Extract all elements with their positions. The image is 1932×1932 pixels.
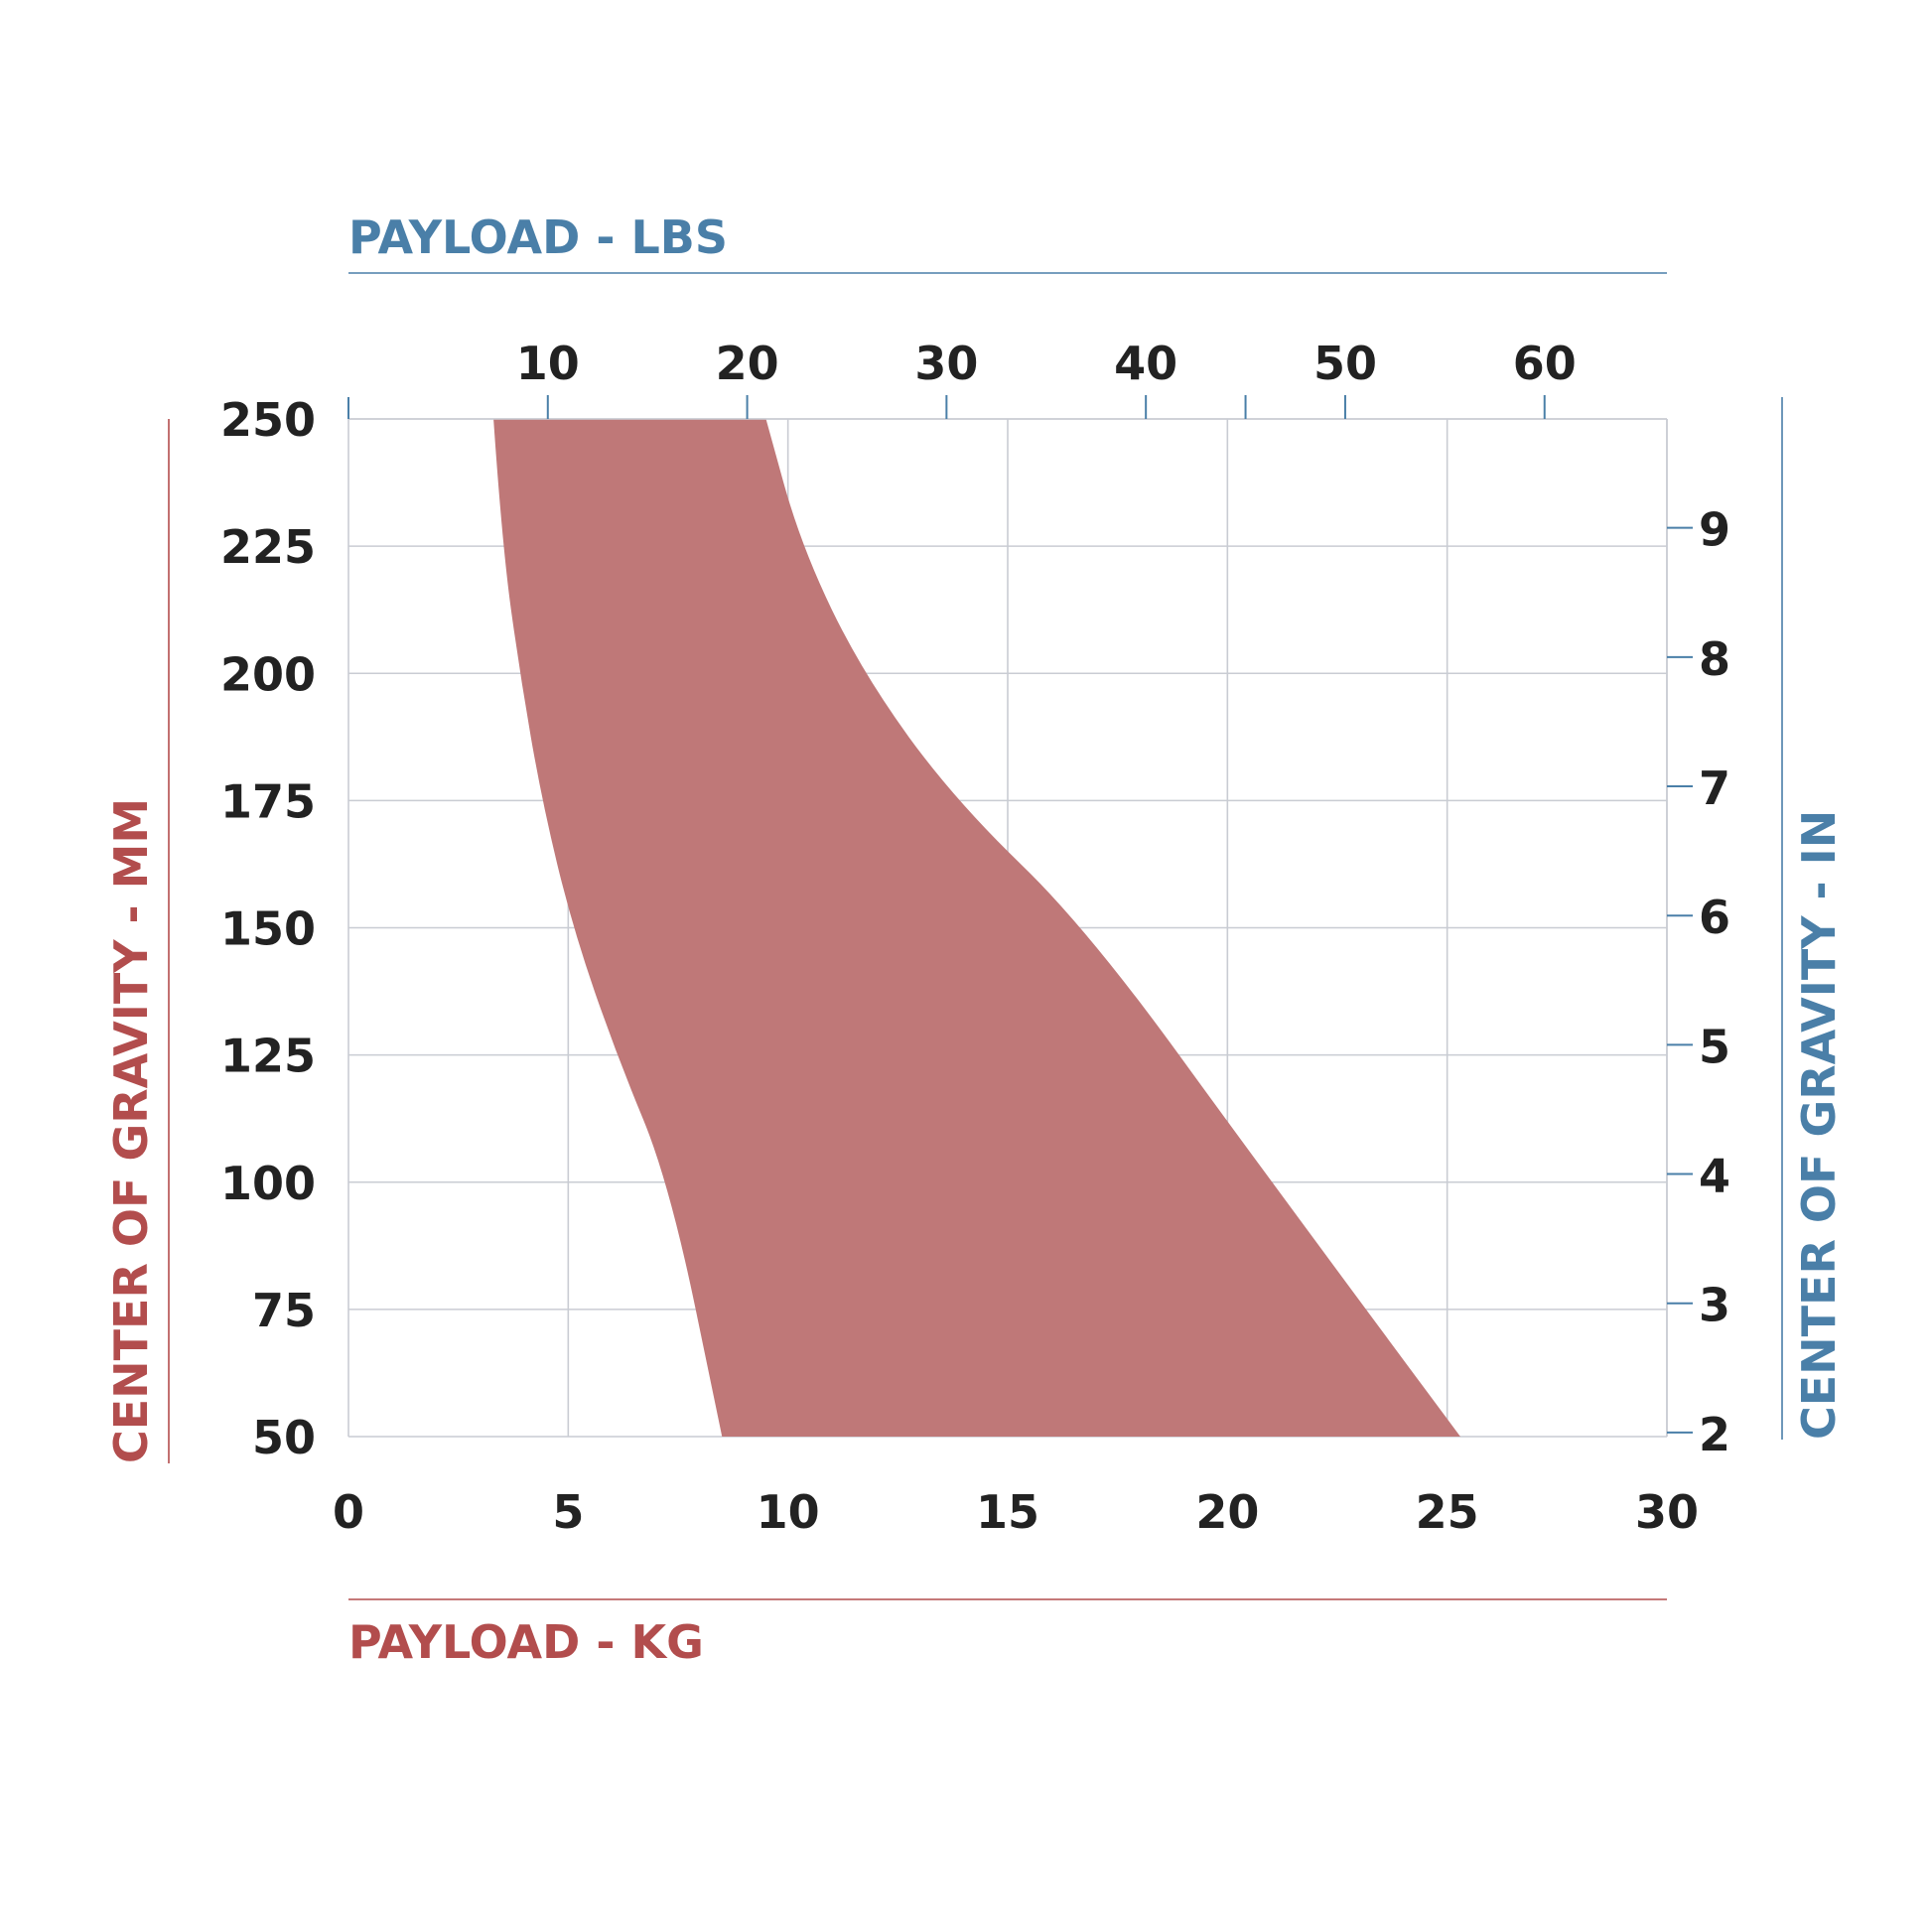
x-top-tick-label: 60	[1513, 337, 1577, 390]
x-top-tick-label: 50	[1313, 337, 1377, 390]
y-right-tick-label: 8	[1699, 632, 1730, 686]
y-left-axis-title: CENTER OF GRAVITY - MM	[104, 798, 158, 1463]
x-top-tick-label: 30	[914, 337, 978, 390]
y-left-tick-label: 50	[252, 1411, 316, 1464]
y-right-tick-label: 7	[1699, 761, 1730, 815]
allowed-payload-region	[493, 419, 1460, 1437]
axes	[347, 395, 1693, 1437]
y-left-tick-label: 75	[252, 1284, 316, 1337]
y-right-tick-label: 2	[1699, 1408, 1730, 1461]
x-bottom-tick-label: 10	[757, 1485, 820, 1539]
y-right-tick-label: 3	[1699, 1279, 1730, 1332]
y-left-tick-label: 175	[220, 774, 316, 828]
y-left-tick-label: 200	[220, 647, 316, 701]
x-top-tick-label: 10	[516, 337, 580, 390]
x-bottom-tick-label: 25	[1416, 1485, 1479, 1539]
y-left-tick-label: 225	[220, 520, 316, 574]
x-bottom-tick-label: 0	[333, 1485, 364, 1539]
grid-lines	[347, 418, 1668, 1438]
y-left-tick-label: 250	[220, 393, 316, 447]
y-right-tick-label: 9	[1699, 503, 1730, 557]
x-top-axis-title: PAYLOAD - LBS	[348, 210, 728, 264]
y-right-axis-title: CENTER OF GRAVITY - IN	[1792, 810, 1846, 1440]
y-right-tick-label: 5	[1699, 1020, 1730, 1073]
y-left-tick-label: 150	[220, 902, 316, 956]
y-right-tick-label: 6	[1699, 891, 1730, 944]
x-top-tick-label: 20	[716, 337, 779, 390]
x-bottom-tick-label: 20	[1195, 1485, 1259, 1539]
tick-labels: 10 20 30 40 50 60 2 3 4 5 6 7 8 9 0 5 10 15 20 25 30 50 75 100 1…	[220, 337, 1730, 1539]
x-bottom-tick-label: 30	[1635, 1485, 1699, 1539]
x-top-tick-label: 40	[1114, 337, 1177, 390]
x-bottom-tick-label: 5	[552, 1485, 584, 1539]
x-bottom-tick-label: 15	[976, 1485, 1039, 1539]
x-bottom-axis-title: PAYLOAD - KG	[348, 1615, 704, 1669]
y-left-tick-label: 100	[220, 1157, 316, 1210]
y-left-tick-label: 125	[220, 1030, 316, 1083]
y-right-tick-label: 4	[1699, 1150, 1730, 1203]
